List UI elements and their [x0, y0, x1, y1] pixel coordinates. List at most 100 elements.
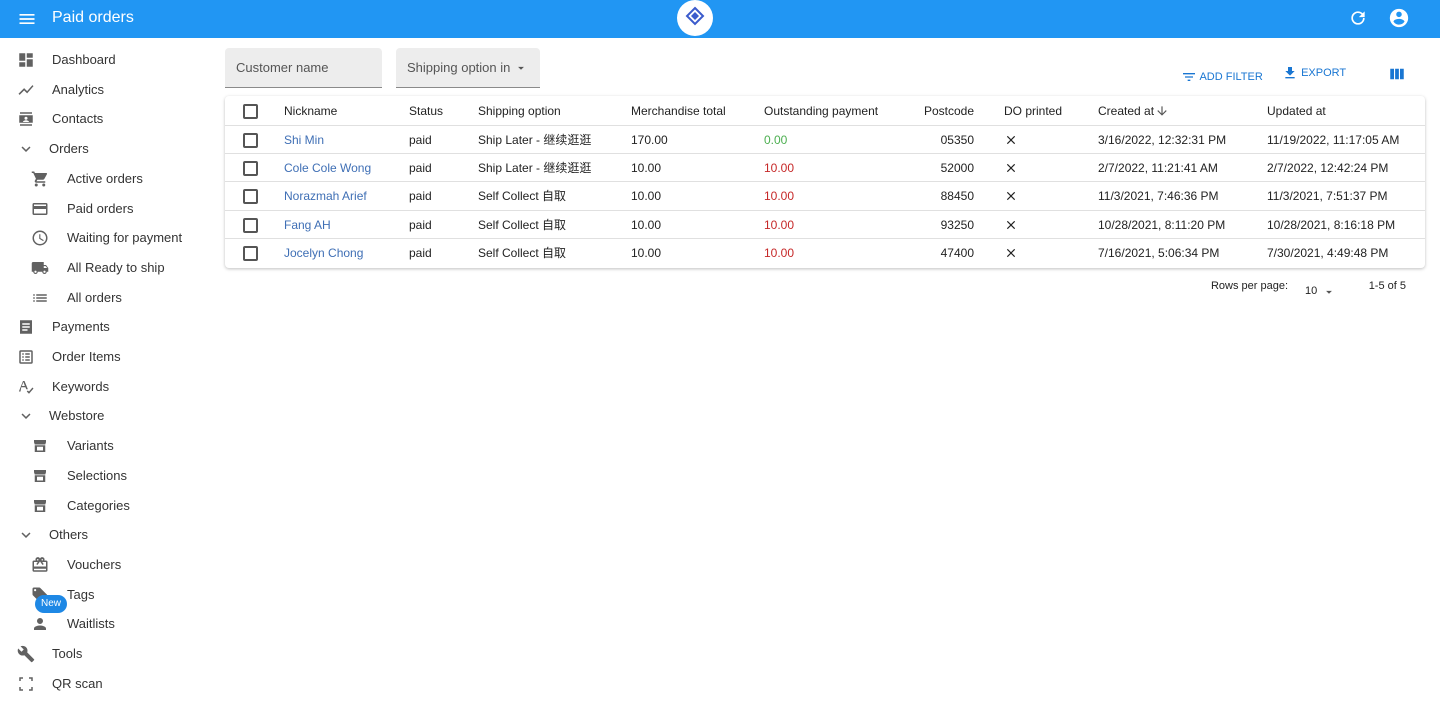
table-cell: paid [409, 133, 432, 147]
sidebar-item[interactable]: Orders [0, 139, 210, 159]
sidebar-item[interactable]: Tags [0, 585, 210, 605]
sidebar-item[interactable]: Payments [0, 317, 210, 337]
row-divider [225, 238, 1425, 239]
icon [19, 53, 33, 67]
nickname-link[interactable]: Shi Min [284, 133, 325, 147]
icon [21, 146, 31, 153]
sidebar-item[interactable]: Waitlists New [0, 595, 210, 634]
icon [20, 320, 32, 335]
table-cell: 10.00 [764, 161, 795, 175]
sidebar-item[interactable]: QR scan [0, 674, 210, 694]
icon [18, 84, 34, 95]
column-header[interactable]: Merchandise total [631, 104, 726, 118]
account-button[interactable] [1388, 7, 1410, 29]
sidebar-item[interactable]: Paid orders [0, 199, 210, 219]
shipping-option-filter[interactable]: Shipping option in [396, 48, 540, 88]
nickname-link[interactable]: Cole Cole Wong [284, 161, 372, 175]
sidebar-item[interactable]: Categories [0, 496, 210, 516]
sidebar-item[interactable]: All Ready to ship [0, 258, 210, 278]
sidebar-label: Analytics [52, 81, 105, 97]
icon [34, 618, 46, 631]
button-label: ADD FILTER [1199, 70, 1263, 83]
new-badge: New [35, 595, 68, 614]
button-label: EXPORT [1301, 66, 1347, 79]
table-cell: 10.00 [764, 218, 795, 232]
table-cell: paid [409, 161, 432, 175]
refresh-button[interactable] [1348, 8, 1368, 28]
sidebar-item[interactable]: Analytics [0, 80, 210, 100]
sidebar-item[interactable]: Webstore [0, 406, 210, 426]
row-checkbox[interactable] [243, 189, 258, 204]
sidebar-label: Others [49, 527, 89, 543]
sidebar-item[interactable]: Order Items [0, 347, 210, 367]
column-header[interactable]: Outstanding payment [764, 104, 879, 118]
sidebar-label: Active orders [67, 170, 143, 186]
sidebar-item[interactable]: Selections [0, 466, 210, 486]
add-filter-button[interactable]: ADD FILTER [1181, 69, 1263, 85]
table-cell: Self Collect 自取 [478, 218, 567, 232]
sidebar-label: Webstore [49, 408, 105, 424]
sidebar-item[interactable]: Variants [0, 436, 210, 456]
icon [31, 171, 48, 187]
filter-label: Customer name [236, 60, 329, 75]
column-header[interactable]: Status [409, 104, 444, 118]
table-cell: 93250 [940, 218, 974, 232]
row-checkbox[interactable] [243, 104, 258, 119]
nickname-link[interactable]: Fang AH [284, 218, 331, 232]
icon [32, 202, 48, 215]
dropdown-arrow [1326, 290, 1332, 294]
not-printed-icon [1006, 163, 1016, 173]
nickname-link[interactable]: Norazmah Arief [284, 189, 367, 203]
sidebar-item[interactable]: Waiting for payment [0, 228, 210, 248]
sort-arrow [1157, 106, 1167, 116]
sidebar-label: Orders [49, 141, 89, 157]
dropdown-arrow [518, 66, 524, 70]
icon [32, 230, 48, 246]
not-printed-icon [1006, 220, 1016, 230]
sidebar-item[interactable]: Tools [0, 644, 210, 664]
sidebar-item[interactable]: Keywords [0, 377, 210, 397]
customer-name-filter[interactable]: Customer name [225, 48, 382, 88]
menu-button[interactable] [17, 9, 37, 29]
columns-button[interactable] [1388, 65, 1406, 83]
sidebar-item[interactable]: Active orders [0, 169, 210, 189]
table-cell: 2/7/2022, 12:42:24 PM [1267, 161, 1389, 175]
sidebar-item[interactable]: Vouchers [0, 555, 210, 575]
row-checkbox[interactable] [243, 161, 258, 176]
sidebar-label: Vouchers [67, 556, 122, 572]
table-cell: 170.00 [631, 133, 668, 147]
table-cell: 10.00 [764, 246, 795, 260]
row-checkbox[interactable] [243, 246, 258, 261]
sidebar-item[interactable]: Contacts [0, 109, 210, 129]
sidebar-item[interactable]: All orders [0, 288, 210, 308]
table-cell: paid [409, 246, 432, 260]
column-header[interactable]: Created at [1098, 104, 1155, 118]
icon [34, 440, 46, 453]
table-cell: 52000 [940, 161, 974, 175]
icon [21, 413, 31, 420]
sidebar-item[interactable]: Dashboard [0, 50, 210, 70]
row-checkbox[interactable] [243, 218, 258, 233]
icon [19, 350, 33, 364]
column-header[interactable]: Nickname [284, 104, 338, 118]
column-header[interactable]: Shipping option [478, 104, 561, 118]
nickname-link[interactable]: Jocelyn Chong [284, 246, 364, 260]
table-cell: 0.00 [764, 133, 788, 147]
sidebar-label: Tags [67, 586, 95, 602]
sidebar-label: Categories [67, 497, 130, 513]
rows-per-page-label: Rows per page: [1210, 280, 1288, 292]
sidebar-label: Paid orders [67, 200, 134, 216]
rows-per-page-select[interactable]: 10 [1305, 285, 1318, 297]
column-header[interactable]: Postcode [923, 104, 974, 118]
column-header[interactable]: Updated at [1267, 104, 1326, 118]
icon [19, 112, 33, 127]
export-button[interactable]: EXPORT [1282, 65, 1346, 81]
icon [19, 676, 33, 691]
sidebar-label: QR scan [52, 675, 103, 691]
row-divider [225, 181, 1425, 182]
not-printed-icon [1006, 248, 1016, 258]
column-header[interactable]: DO printed [1004, 104, 1063, 118]
sidebar-item[interactable]: Others [0, 525, 210, 545]
row-checkbox[interactable] [243, 133, 258, 148]
